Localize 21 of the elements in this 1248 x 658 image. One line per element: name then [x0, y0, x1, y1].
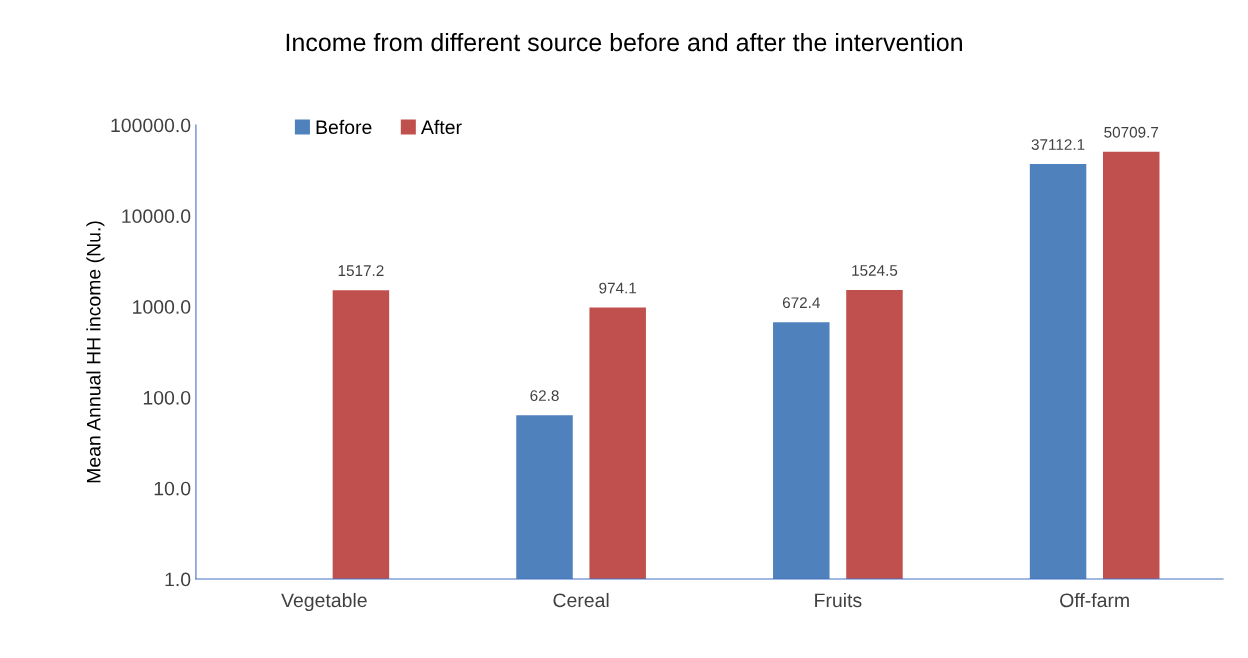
y-tick-label: 1.0 — [165, 572, 191, 587]
x-tick-label: Off-farm — [1060, 592, 1129, 608]
data-label: 62.8 — [530, 390, 559, 402]
legend-label: After — [420, 119, 462, 135]
y-tick-label: 100000.0 — [111, 118, 191, 133]
y-tick-label: 10000.0 — [122, 209, 191, 224]
data-label: 974.1 — [599, 282, 637, 294]
y-tick-label: 10.0 — [154, 481, 191, 496]
y-tick-label: 100.0 — [143, 390, 191, 405]
data-label: 37112.1 — [1031, 139, 1085, 150]
data-label: 1517.2 — [338, 265, 384, 277]
x-tick-label: Fruits — [815, 592, 862, 608]
x-tick-label: Cereal — [553, 592, 609, 608]
y-tick-label: 1000.0 — [133, 300, 191, 314]
chart-title: Income from different source before and after the intervention — [286, 32, 962, 52]
data-label: 672.4 — [782, 297, 820, 309]
y-axis-title: Mean Annual HH income (Nu.) — [86, 221, 105, 483]
data-label: 50709.7 — [1104, 126, 1159, 138]
x-tick-label: Vegetable — [281, 592, 367, 612]
legend-label: Before — [316, 119, 372, 135]
data-label: 1524.5 — [852, 265, 898, 276]
